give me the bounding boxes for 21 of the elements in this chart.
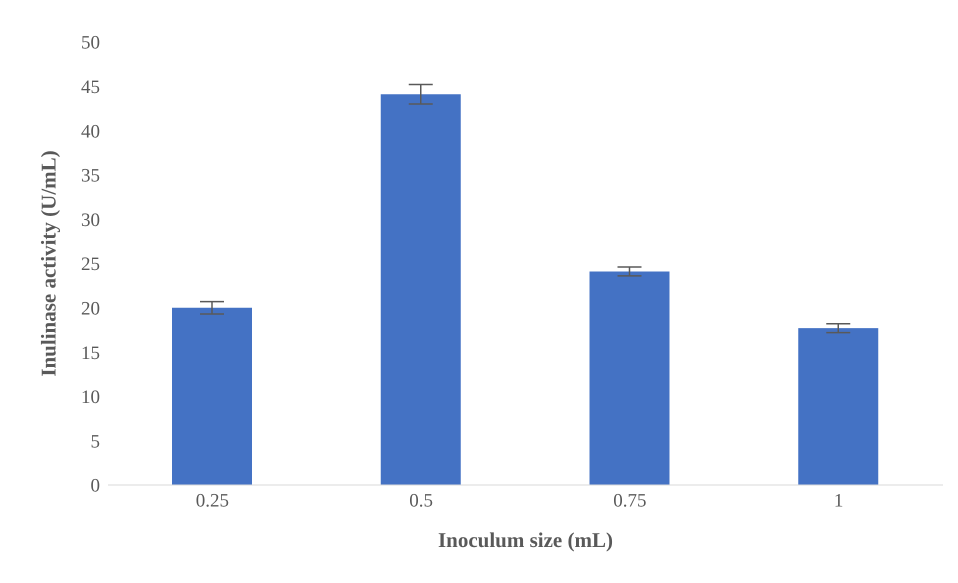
y-tick-label: 15 <box>81 342 100 364</box>
bar <box>798 328 878 485</box>
x-tick-label: 0.5 <box>409 490 433 512</box>
y-tick-label: 10 <box>81 387 100 408</box>
y-tick-label: 25 <box>81 254 100 276</box>
y-tick-label: 50 <box>81 32 100 54</box>
y-tick-label: 5 <box>90 431 100 452</box>
x-tick-label: 0.75 <box>613 490 646 512</box>
y-tick-label: 30 <box>81 210 100 231</box>
x-tick-label: 0.25 <box>196 490 229 512</box>
x-axis-title: Inoculum size (mL) <box>438 528 613 552</box>
y-tick-label: 0 <box>90 476 100 497</box>
bar <box>590 271 670 485</box>
y-tick-label: 20 <box>81 298 100 320</box>
bar <box>172 308 252 485</box>
x-tick-label: 1 <box>834 490 844 512</box>
y-tick-label: 35 <box>81 166 100 187</box>
y-tick-label: 45 <box>81 77 100 98</box>
bar <box>380 94 461 485</box>
y-tick-label: 40 <box>81 121 100 142</box>
y-axis-title: Inulinase activity (U/mL) <box>36 150 60 377</box>
